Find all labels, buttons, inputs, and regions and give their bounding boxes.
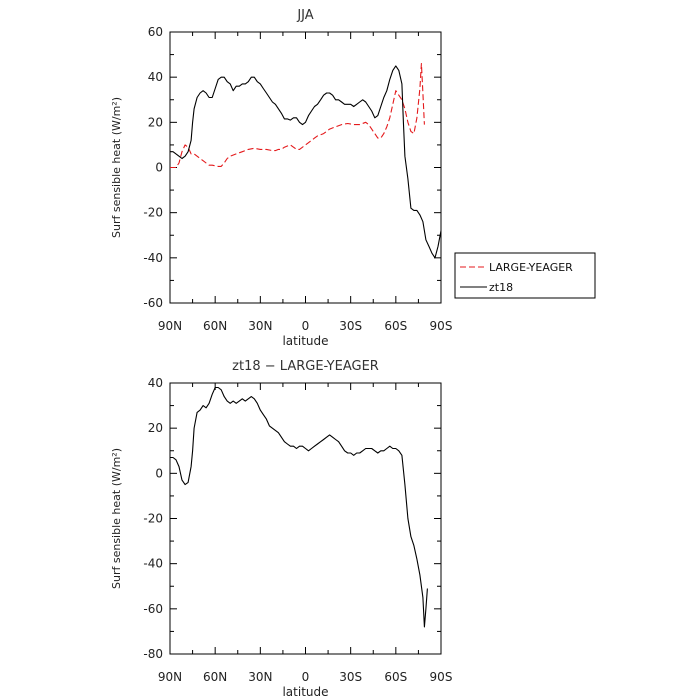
legend-label: LARGE-YEAGER (489, 261, 573, 274)
y-tick-label: -20 (143, 512, 163, 526)
chart-panel-jja: JJA -60 -40 -20 0 20 40 60 90N 60N 30N 0 30S 60S 90S la… (110, 8, 452, 348)
plot-frame (169, 382, 442, 655)
x-tick-label: 60S (384, 319, 407, 333)
y-axis-label: Surf sensible heat (W/m²) (110, 97, 123, 238)
x-axis-label: latitude (282, 334, 328, 348)
x-tick-label: 90N (158, 670, 182, 684)
legend-box (454, 252, 596, 299)
y-tick-label: 0 (155, 466, 163, 480)
x-tick-label: 60N (203, 670, 227, 684)
y-tick-label: -60 (143, 296, 163, 310)
series-line-large-yeager (170, 63, 425, 169)
y-tick-label: 20 (148, 115, 163, 129)
y-tick-label: -20 (143, 206, 163, 220)
legend-label: zt18 (489, 281, 513, 294)
x-tick-label: 0 (302, 670, 310, 684)
legend: LARGE-YEAGER zt18 (454, 252, 596, 299)
x-tick-label: 90S (430, 670, 453, 684)
y-tick-label: 40 (148, 376, 163, 390)
plot-frame (169, 31, 442, 304)
x-tick-label: 0 (302, 319, 310, 333)
x-tick-label: 90N (158, 319, 182, 333)
x-axis-label: latitude (282, 685, 328, 699)
series-line-zt18 (170, 65, 442, 259)
x-tick-label: 30N (248, 670, 272, 684)
y-tick-label: 40 (148, 70, 163, 84)
y-tick-label: 20 (148, 421, 163, 435)
x-tick-label: 30S (339, 319, 362, 333)
chart-title: zt18 − LARGE-YEAGER (232, 359, 379, 374)
x-tick-label: 30S (339, 670, 362, 684)
x-tick-label: 60S (384, 670, 407, 684)
chart-panel-difference: zt18 − LARGE-YEAGER -80 -60 -40 -20 0 20 40 90N 6… (110, 359, 452, 699)
x-tick-label: 30N (248, 319, 272, 333)
series-line-difference (170, 386, 428, 628)
x-tick-label: 90S (430, 319, 453, 333)
y-tick-label: 60 (148, 25, 163, 39)
x-tick-label: 60N (203, 319, 227, 333)
y-tick-label: 0 (155, 161, 163, 175)
y-tick-label: -60 (143, 602, 163, 616)
y-axis-label: Surf sensible heat (W/m²) (110, 448, 123, 589)
y-tick-label: -40 (143, 251, 163, 265)
y-tick-label: -40 (143, 557, 163, 571)
chart-title: JJA (296, 8, 313, 23)
y-tick-label: -80 (143, 647, 163, 661)
